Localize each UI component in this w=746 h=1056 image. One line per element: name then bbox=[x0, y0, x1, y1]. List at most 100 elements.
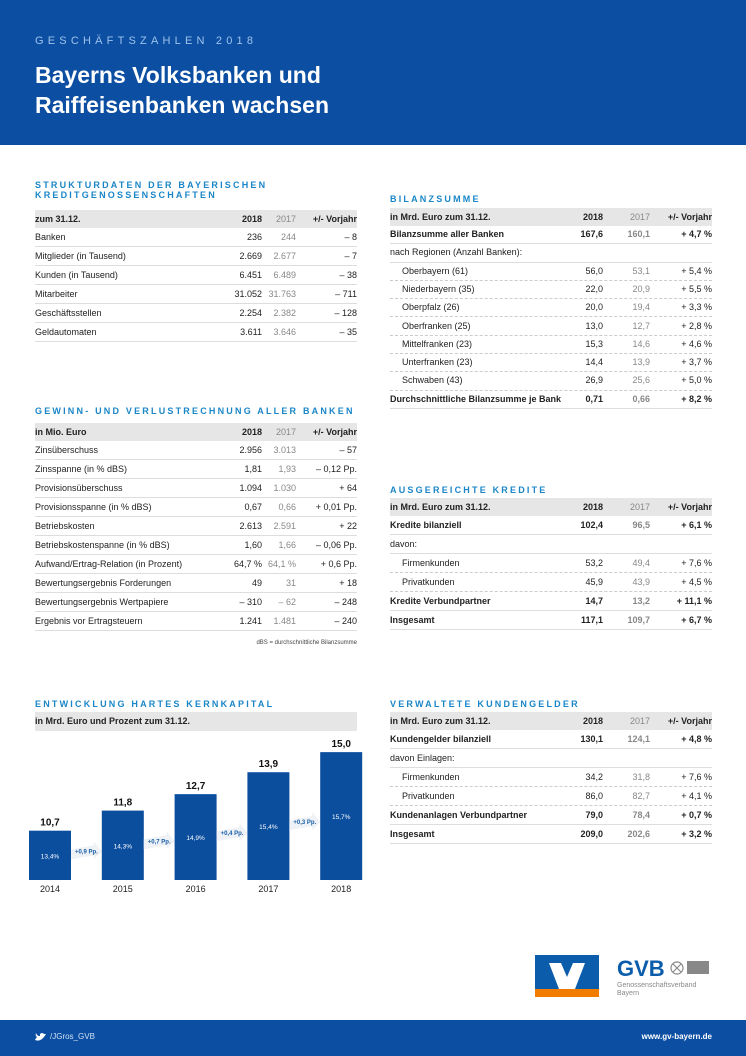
cell-value: 12,7 bbox=[632, 320, 650, 331]
cell-value: + 7,6 % bbox=[681, 558, 712, 568]
cell-value: + 3,7 % bbox=[681, 357, 712, 368]
cell-value: 2.591 bbox=[273, 521, 296, 531]
cell-value: 2017 bbox=[275, 214, 296, 224]
change-arrow bbox=[216, 823, 248, 842]
cell-value: + 22 bbox=[339, 521, 357, 531]
cell-value: + 4,6 % bbox=[681, 338, 712, 349]
cell-value: 124,1 bbox=[627, 734, 650, 744]
table-row: Mitglieder (in Tausend) 2.669 2.677 – 7 bbox=[35, 247, 357, 266]
cell-value: – 248 bbox=[334, 597, 357, 607]
cell-label: Ergebnis vor Ertragsteuern bbox=[35, 616, 143, 626]
table-row: Kunden (in Tausend) 6.451 6.489 – 38 bbox=[35, 266, 357, 285]
cell-value: + 3,3 % bbox=[681, 302, 712, 313]
cell-value: 49,4 bbox=[632, 558, 650, 568]
table-row: Unterfranken (23) 14,4 13,9 + 3,7 % bbox=[390, 354, 712, 373]
change-annotation: +0,3 Pp. bbox=[293, 820, 316, 826]
cell-value: 1,66 bbox=[278, 540, 296, 550]
cell-value: 1.030 bbox=[273, 483, 296, 493]
cell-value: 34,2 bbox=[585, 772, 603, 782]
cell-value: + 4,5 % bbox=[681, 577, 712, 587]
cell-label: Provisionsspanne (in % dBS) bbox=[35, 502, 152, 512]
twitter-handle[interactable]: /JGros_GVB bbox=[50, 1032, 95, 1041]
cell-value: 49 bbox=[251, 578, 262, 588]
gvb-subtitle: Genossenschaftsverband bbox=[617, 982, 696, 989]
x-tick-label: 2015 bbox=[113, 884, 133, 894]
cell-label: Oberfranken (25) bbox=[402, 320, 471, 331]
cell-value: + 5,4 % bbox=[681, 265, 712, 276]
footer bbox=[0, 1020, 746, 1056]
section-title: GEWINN- UND VERLUSTRECHNUNG ALLER BANKEN bbox=[35, 406, 355, 416]
title: Bayerns Volksbanken und Raiffeisenbanken… bbox=[35, 60, 329, 120]
cell-value: 20,9 bbox=[632, 283, 650, 294]
cell-value: – 62 bbox=[278, 597, 296, 607]
table-row: Ergebnis vor Ertragsteuern 1.241 1.481 – 24… bbox=[35, 612, 357, 631]
cell-value: – 38 bbox=[339, 270, 357, 280]
twitter-icon bbox=[35, 1033, 46, 1041]
cell-value: 78,4 bbox=[632, 810, 650, 820]
cell-label: in Mrd. Euro zum 31.12. bbox=[390, 716, 491, 726]
cell-value: – 711 bbox=[335, 289, 357, 299]
cell-value: 2018 bbox=[241, 214, 262, 224]
website[interactable]: www.gv-bayern.de bbox=[641, 1032, 712, 1041]
cell-value: 53,1 bbox=[632, 265, 650, 276]
cell-value: 3.646 bbox=[273, 327, 296, 337]
bar-annotation: 14,9% bbox=[186, 835, 205, 842]
section-title: STRUKTURDATEN DER BAYERISCHEN KREDITGENO… bbox=[35, 180, 268, 200]
cell-value: 2.956 bbox=[239, 445, 262, 455]
cell-label: Zinsspanne (in % dBS) bbox=[35, 464, 128, 474]
title-line: Bayerns Volksbanken und bbox=[35, 62, 321, 88]
cell-value: 3.013 bbox=[273, 445, 296, 455]
cell-value: – 0,12 Pp. bbox=[315, 464, 357, 474]
cell-value: 2018 bbox=[582, 212, 603, 222]
cell-label: davon Einlagen: bbox=[390, 753, 455, 763]
cell-value: + 11,1 % bbox=[676, 596, 712, 606]
table-row: Kundenanlagen Verbundpartner 79,0 78,4 + 0,… bbox=[390, 806, 712, 825]
cell-value: 1,60 bbox=[244, 540, 262, 550]
header-band bbox=[0, 0, 746, 145]
cell-value: 2.677 bbox=[273, 251, 296, 261]
cell-value: 0,67 bbox=[244, 502, 262, 512]
bar-annotation: 14,3% bbox=[114, 843, 133, 850]
cell-value: 14,7 bbox=[585, 596, 603, 606]
cell-value: 2.382 bbox=[273, 308, 296, 318]
cell-value: + 6,1 % bbox=[681, 520, 712, 530]
gvb-icon bbox=[687, 961, 709, 974]
cell-label: in Mrd. Euro zum 31.12. bbox=[390, 502, 491, 512]
cell-value: +/- Vorjahr bbox=[667, 502, 712, 512]
change-annotation: +0,7 Pp. bbox=[148, 839, 171, 845]
cell-value: 2017 bbox=[629, 212, 650, 222]
table-row: davon Einlagen: bbox=[390, 749, 712, 768]
cell-value: 6.451 bbox=[239, 270, 262, 280]
table-row: Privatkunden 45,9 43,9 + 4,5 % bbox=[390, 573, 712, 592]
cell-value: + 2,8 % bbox=[681, 320, 712, 331]
cell-value: +/- Vorjahr bbox=[667, 212, 712, 222]
gvb-icon bbox=[670, 961, 684, 975]
cell-value: 160,1 bbox=[627, 229, 650, 239]
table-row: Durchschnittliche Bilanzsumme je Bank 0,7… bbox=[390, 391, 712, 409]
cell-value: 14,4 bbox=[585, 357, 603, 368]
cell-value: + 0,6 Pp. bbox=[320, 559, 357, 569]
cell-label: Provisionsüberschuss bbox=[35, 483, 123, 493]
table-row: Firmenkunden 53,2 49,4 + 7,6 % bbox=[390, 554, 712, 573]
cell-label: Durchschnittliche Bilanzsumme je Bank bbox=[390, 393, 562, 404]
twitter-bird bbox=[35, 1033, 46, 1041]
cell-value: 19,4 bbox=[632, 302, 650, 313]
cell-value: 45,9 bbox=[585, 577, 603, 587]
cell-value: 3.611 bbox=[240, 327, 262, 337]
table-row: Zinsüberschuss 2.956 3.013 – 57 bbox=[35, 441, 357, 460]
change-arrow bbox=[289, 812, 321, 831]
cell-value: – 7 bbox=[344, 251, 357, 261]
table-row: in Mrd. Euro zum 31.12. 2018 2017 +/- Vorja… bbox=[390, 208, 712, 226]
bar-annotation: 15,7% bbox=[332, 814, 351, 821]
gvb-name: GVB bbox=[617, 956, 665, 981]
cell-value: 86,0 bbox=[585, 791, 603, 801]
table-row: Insgesamt 209,0 202,6 + 3,2 % bbox=[390, 825, 712, 844]
cell-label: Zinsüberschuss bbox=[35, 445, 99, 455]
cell-value: 2.254 bbox=[239, 308, 262, 318]
table-row: Provisionsüberschuss 1.094 1.030 + 64 bbox=[35, 479, 357, 498]
table-row: Bewertungsergebnis Wertpapiere – 310 – 62 –… bbox=[35, 593, 357, 612]
cell-value: 56,0 bbox=[585, 265, 603, 276]
x-tick-label: 2014 bbox=[40, 884, 60, 894]
cell-value: 2018 bbox=[241, 427, 262, 437]
table-row: Betriebskostenspanne (in % dBS) 1,60 1,66 –… bbox=[35, 536, 357, 555]
